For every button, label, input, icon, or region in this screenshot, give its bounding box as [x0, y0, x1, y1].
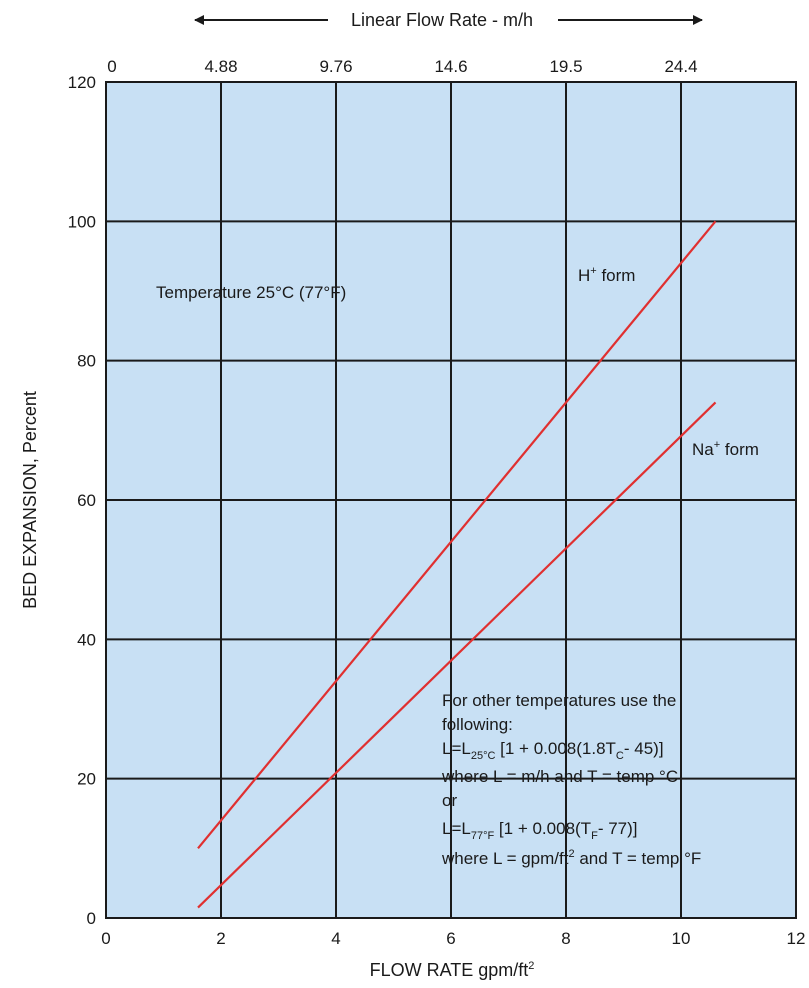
note-formula-1: L=L25°C [1 + 0.008(1.8TC- 45)] — [442, 739, 664, 762]
y-tick-label: 60 — [77, 491, 96, 510]
top-tick-label: 19.5 — [549, 57, 582, 76]
y-tick-label: 20 — [77, 770, 96, 789]
top-tick-label: 14.6 — [434, 57, 467, 76]
y-tick-label: 100 — [68, 212, 96, 231]
top-tick-label: 9.76 — [319, 57, 352, 76]
note-line-7: where L = gpm/ft2 and T = temp °F — [441, 848, 701, 868]
temperature-annotation: Temperature 25°C (77°F) — [156, 283, 346, 302]
x-tick-label: 0 — [101, 929, 110, 948]
x-tick-label: 8 — [561, 929, 570, 948]
series-lines — [197, 220, 717, 909]
note-line-4: where L = m/h and T = temp °C — [441, 767, 678, 786]
note-line-5: or — [442, 791, 457, 810]
series-label-h: H+ form — [578, 265, 635, 285]
x-tick-label: 2 — [216, 929, 225, 948]
top-tick-labels: 0 4.88 9.76 14.6 19.5 24.4 — [107, 57, 697, 76]
grid-lines — [106, 82, 796, 918]
y-tick-label: 40 — [77, 630, 96, 649]
top-tick-label: 4.88 — [204, 57, 237, 76]
y-axis-title: BED EXPANSION, Percent — [20, 391, 40, 609]
y-tick-label: 0 — [87, 909, 96, 928]
top-tick-label: 0 — [107, 57, 116, 76]
x-tick-labels: 0 2 4 6 8 10 12 — [101, 929, 805, 948]
plot-frame — [105, 81, 797, 919]
note-line-2: following: — [442, 715, 513, 734]
x-tick-label: 4 — [331, 929, 340, 948]
y-tick-label: 120 — [68, 73, 96, 92]
note-line-1: For other temperatures use the — [442, 691, 676, 710]
x-axis-title: FLOW RATE gpm/ft2 — [370, 960, 535, 980]
y-tick-label: 80 — [77, 352, 96, 371]
note-formula-2: L=L77°F [1 + 0.008(TF- 77)] — [442, 819, 638, 842]
top-tick-label: 24.4 — [664, 57, 697, 76]
series-line-na-form — [197, 401, 717, 909]
series-line-h-form — [197, 220, 717, 850]
y-tick-labels: 0 20 40 60 80 100 120 — [68, 73, 96, 928]
top-axis-title: Linear Flow Rate - m/h — [351, 10, 533, 30]
x-tick-label: 10 — [672, 929, 691, 948]
x-tick-label: 6 — [446, 929, 455, 948]
series-label-na: Na+ form — [692, 439, 759, 459]
x-tick-label: 12 — [787, 929, 806, 948]
